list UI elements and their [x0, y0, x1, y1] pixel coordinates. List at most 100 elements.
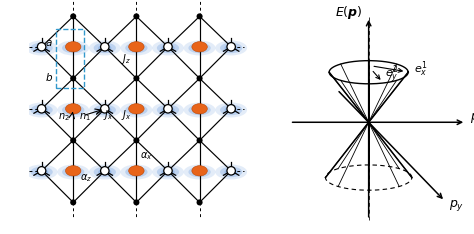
Ellipse shape	[189, 43, 211, 53]
Ellipse shape	[89, 102, 121, 117]
Circle shape	[70, 13, 76, 19]
Circle shape	[133, 199, 139, 205]
Ellipse shape	[128, 104, 144, 114]
Ellipse shape	[220, 167, 242, 177]
Text: $a$: $a$	[45, 38, 53, 48]
Circle shape	[227, 105, 236, 113]
Ellipse shape	[189, 105, 211, 115]
Ellipse shape	[161, 169, 174, 175]
Ellipse shape	[225, 45, 238, 51]
Circle shape	[133, 13, 139, 19]
Ellipse shape	[125, 43, 147, 53]
Text: $\alpha_z$: $\alpha_z$	[80, 172, 92, 184]
Ellipse shape	[30, 105, 53, 115]
Ellipse shape	[66, 45, 80, 51]
Ellipse shape	[161, 107, 174, 113]
Ellipse shape	[98, 169, 111, 175]
Text: $n_1$: $n_1$	[79, 111, 91, 123]
Ellipse shape	[130, 107, 143, 113]
Ellipse shape	[192, 104, 207, 114]
Ellipse shape	[192, 166, 207, 176]
Ellipse shape	[94, 167, 116, 177]
Ellipse shape	[193, 107, 206, 113]
Text: $\alpha_x$: $\alpha_x$	[139, 150, 152, 161]
Circle shape	[227, 167, 236, 175]
Ellipse shape	[193, 45, 206, 51]
Ellipse shape	[125, 167, 147, 177]
Ellipse shape	[225, 169, 238, 175]
Ellipse shape	[125, 105, 147, 115]
Ellipse shape	[215, 102, 247, 117]
Circle shape	[197, 13, 202, 19]
Ellipse shape	[157, 167, 179, 177]
Ellipse shape	[62, 43, 84, 53]
Ellipse shape	[66, 169, 80, 175]
Ellipse shape	[65, 166, 81, 176]
Ellipse shape	[26, 165, 57, 179]
Circle shape	[164, 105, 172, 113]
Circle shape	[227, 43, 236, 51]
Circle shape	[164, 167, 172, 175]
Text: $J_z$: $J_z$	[121, 51, 131, 66]
Ellipse shape	[57, 165, 89, 179]
Ellipse shape	[65, 104, 81, 114]
Ellipse shape	[120, 40, 152, 55]
Text: $p_y$: $p_y$	[449, 198, 464, 213]
Text: $b$: $b$	[45, 71, 53, 83]
Text: $n_2$: $n_2$	[58, 111, 70, 123]
Ellipse shape	[120, 102, 152, 117]
Ellipse shape	[62, 167, 84, 177]
Ellipse shape	[183, 40, 216, 55]
Ellipse shape	[128, 166, 144, 176]
Ellipse shape	[65, 42, 81, 52]
Ellipse shape	[62, 105, 84, 115]
Circle shape	[197, 75, 202, 81]
Text: $J_x$: $J_x$	[103, 108, 114, 122]
Circle shape	[164, 43, 172, 51]
Ellipse shape	[89, 165, 121, 179]
Text: $e_x^1$: $e_x^1$	[414, 60, 428, 79]
Ellipse shape	[215, 165, 247, 179]
Ellipse shape	[130, 169, 143, 175]
Circle shape	[133, 75, 139, 81]
Ellipse shape	[94, 105, 116, 115]
Ellipse shape	[152, 102, 184, 117]
Text: $J_x$: $J_x$	[120, 108, 131, 122]
Ellipse shape	[26, 40, 57, 55]
Ellipse shape	[94, 43, 116, 53]
Ellipse shape	[215, 40, 247, 55]
Ellipse shape	[220, 105, 242, 115]
Ellipse shape	[120, 165, 152, 179]
Ellipse shape	[220, 43, 242, 53]
Ellipse shape	[189, 167, 211, 177]
Circle shape	[70, 75, 76, 81]
Circle shape	[70, 137, 76, 143]
Ellipse shape	[128, 42, 144, 52]
Circle shape	[100, 167, 109, 175]
Text: $p_x$: $p_x$	[470, 111, 474, 125]
Ellipse shape	[98, 45, 111, 51]
Ellipse shape	[66, 107, 80, 113]
Text: $e_y^2$: $e_y^2$	[385, 64, 399, 86]
Ellipse shape	[26, 102, 57, 117]
Ellipse shape	[98, 107, 111, 113]
Ellipse shape	[193, 169, 206, 175]
Circle shape	[37, 167, 46, 175]
Circle shape	[37, 105, 46, 113]
Ellipse shape	[152, 40, 184, 55]
Circle shape	[70, 199, 76, 205]
Ellipse shape	[225, 107, 238, 113]
Ellipse shape	[35, 169, 48, 175]
Ellipse shape	[30, 167, 53, 177]
Bar	[55, 29, 84, 88]
Circle shape	[197, 199, 202, 205]
Ellipse shape	[89, 40, 121, 55]
Ellipse shape	[157, 43, 179, 53]
Ellipse shape	[35, 45, 48, 51]
Text: $E(\boldsymbol{p})$: $E(\boldsymbol{p})$	[335, 4, 362, 21]
Ellipse shape	[30, 43, 53, 53]
Ellipse shape	[152, 165, 184, 179]
Ellipse shape	[57, 40, 89, 55]
Ellipse shape	[57, 102, 89, 117]
Circle shape	[133, 137, 139, 143]
